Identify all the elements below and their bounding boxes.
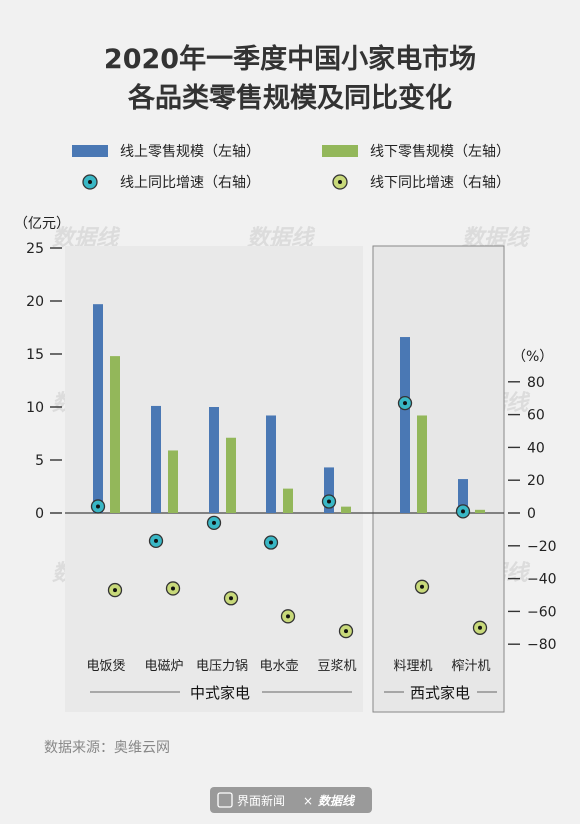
offline-sales-bar: [417, 415, 427, 513]
bar-marks: [93, 304, 485, 513]
right-tick-label: 60: [527, 408, 545, 424]
left-tick-label: 10: [26, 400, 44, 416]
jiemian-logo: [217, 792, 233, 808]
right-tick-label: −20: [527, 539, 557, 555]
online-growth-dot-center: [461, 509, 465, 514]
chart-title-line1: 2020年一季度中国小家电市场: [104, 43, 476, 75]
category-label: 榨汁机: [451, 658, 490, 674]
left-tick-label: 15: [26, 347, 44, 363]
left-tick-label: 5: [35, 453, 44, 469]
right-tick-label: 0: [527, 506, 536, 522]
footer-pill: [210, 787, 372, 813]
footer-separator: ×: [303, 794, 313, 808]
western-appliance-panel: [372, 245, 505, 713]
online-sales-bar: [209, 407, 219, 513]
legend-swatch: [72, 145, 108, 157]
offline-growth-dot-center: [229, 596, 233, 601]
right-tick-label: −60: [527, 604, 557, 620]
online-growth-dot-center: [96, 504, 100, 509]
dot-marks: [90, 395, 488, 639]
online-sales-bar: [400, 337, 410, 513]
online-growth-dot-center: [212, 520, 216, 525]
legend-label: 线上零售规模（左轴）: [120, 144, 260, 160]
left-tick-label: 0: [35, 506, 44, 522]
legend: 线上零售规模（左轴） 线下零售规模（左轴） 线上同比增速（右轴） 线下同比增速（右轴）: [72, 144, 510, 191]
footer-brand: 界面新闻: [237, 793, 285, 808]
chart-title-line2: 各品类零售规模及同比变化: [127, 82, 452, 114]
legend-swatch-center: [338, 180, 342, 184]
category-label: 电水壶: [259, 659, 298, 674]
offline-growth-dot-center: [286, 614, 290, 619]
online-growth-dot-center: [269, 540, 273, 545]
legend-label: 线下同比增速（右轴）: [370, 175, 510, 191]
right-tick-label: 40: [527, 440, 545, 456]
online-sales-bar: [458, 479, 468, 513]
group-label: 中式家电: [190, 684, 250, 702]
category-label: 电压力锅: [196, 658, 248, 674]
source-note: 数据来源：奥维云网: [44, 739, 170, 756]
group-labels: 中式家电 西式家电: [90, 684, 497, 702]
footer-brand2: 数据线: [318, 794, 356, 808]
offline-growth-dot-center: [478, 625, 482, 630]
offline-sales-bar: [110, 356, 120, 513]
right-tick-label: −80: [527, 637, 557, 653]
category-labels: 电饭煲 电磁炉 电压力锅 电水壶 豆浆机 料理机 榨汁机: [86, 658, 490, 674]
category-label: 电磁炉: [144, 659, 183, 674]
category-label: 料理机: [393, 659, 432, 674]
offline-growth-dot-center: [171, 586, 175, 591]
left-tick-label: 20: [26, 294, 44, 310]
left-axis-unit: （亿元）: [14, 216, 70, 232]
left-axis: 0 5 10 15 20 25: [26, 241, 62, 522]
category-label: 豆浆机: [317, 659, 356, 674]
right-axis: −80 −60 −40 −20 0 20 40 60 80: [508, 375, 557, 653]
group-label: 西式家电: [410, 684, 470, 702]
online-sales-bar: [93, 304, 103, 513]
online-sales-bar: [324, 467, 334, 513]
category-label: 电饭煲: [86, 658, 125, 674]
offline-sales-bar: [341, 506, 351, 513]
offline-sales-bar: [283, 488, 293, 513]
offline-growth-dot-center: [113, 588, 117, 593]
offline-growth-dot-center: [420, 584, 424, 589]
offline-sales-bar: [226, 437, 236, 513]
right-axis-unit: （%）: [512, 349, 553, 365]
offline-sales-bar: [475, 509, 485, 513]
right-tick-label: −40: [527, 572, 557, 588]
offline-growth-dot-center: [344, 629, 348, 634]
left-tick-label: 25: [26, 241, 44, 257]
offline-sales-bar: [168, 450, 178, 513]
online-growth-dot-center: [154, 538, 158, 543]
right-tick-label: 20: [527, 473, 545, 489]
online-sales-bar: [266, 415, 276, 513]
legend-label: 线下零售规模（左轴）: [370, 144, 510, 160]
online-growth-dot-center: [327, 499, 331, 504]
right-tick-label: 80: [527, 375, 545, 391]
legend-label: 线上同比增速（右轴）: [120, 175, 260, 191]
legend-swatch: [322, 145, 358, 157]
online-sales-bar: [151, 405, 161, 513]
legend-swatch-center: [88, 180, 92, 184]
online-growth-dot-center: [403, 401, 407, 406]
